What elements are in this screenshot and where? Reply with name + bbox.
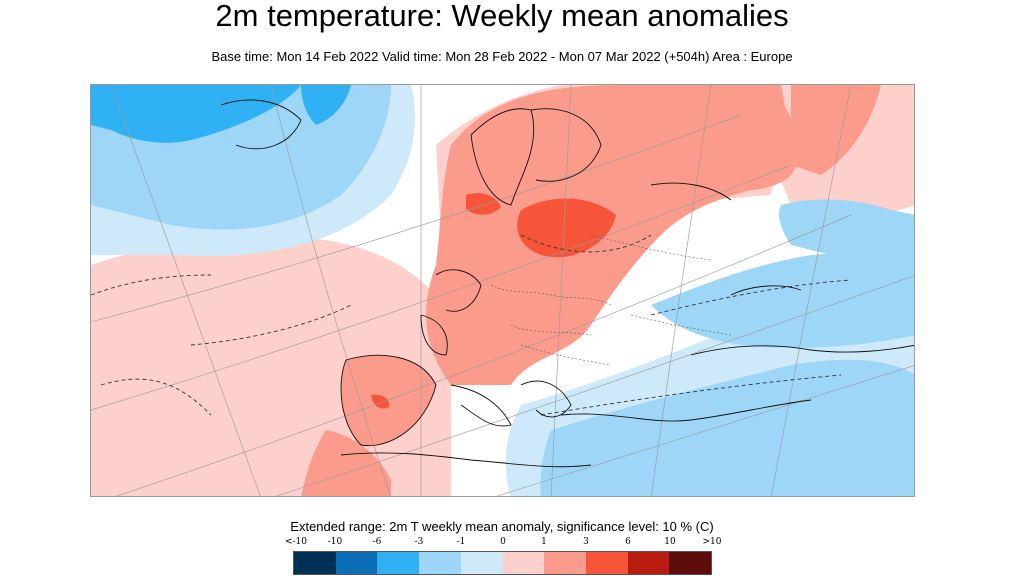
- legend-tick: -3: [414, 537, 424, 547]
- legend-swatch: [419, 552, 461, 574]
- anomaly-area-pos-mid-nafrica: [301, 430, 391, 496]
- legend-swatch: [460, 552, 503, 574]
- significance-contours: [91, 234, 852, 416]
- legend-tick: >10: [702, 537, 722, 547]
- anomaly-area-neg-mid-nafrica: [540, 359, 914, 496]
- coastlines: [220, 99, 914, 468]
- anomaly-area-pos-mid-ne: [791, 85, 881, 175]
- legend-swatch: [294, 552, 336, 574]
- anomaly-area-neg-strong-greenland: [91, 85, 301, 143]
- anomaly-area-pos-mid-iberia: [341, 355, 436, 446]
- legend-swatch: [627, 552, 670, 574]
- legend-tick: 3: [583, 537, 589, 547]
- legend-tick: 6: [625, 537, 631, 547]
- graticule: [91, 85, 914, 496]
- legend-swatch: [585, 552, 628, 574]
- country-borders: [490, 234, 732, 366]
- legend-swatch: [377, 552, 420, 574]
- legend-swatch: [335, 552, 378, 574]
- anomaly-area-pos-strong-russia: [517, 198, 616, 258]
- anomaly-area-neg-mid-caspian: [779, 199, 914, 270]
- legend-tick: -1: [456, 537, 466, 547]
- anomaly-area-neg-mid-turkey: [651, 252, 914, 348]
- anomaly-area-pos-strong-baltic: [466, 193, 501, 215]
- anomaly-map: [90, 84, 915, 497]
- anomaly-area-neg-strong-greenland-2: [301, 85, 351, 125]
- anomaly-area-pos-mid-east: [631, 85, 800, 195]
- legend-tick: 0: [500, 537, 506, 547]
- legend-tick: <-10: [284, 537, 308, 547]
- legend-swatch: [544, 552, 586, 574]
- legend-tick: 10: [664, 537, 676, 547]
- legend-tick: -6: [372, 537, 382, 547]
- legend-tick: 1: [541, 537, 547, 547]
- legend-colorbar: [293, 551, 712, 575]
- page-subtitle: Base time: Mon 14 Feb 2022 Valid time: M…: [211, 49, 793, 64]
- map-canvas: [91, 85, 914, 496]
- legend-swatch: [669, 552, 712, 574]
- page-title: 2m temperature: Weekly mean anomalies: [215, 0, 789, 33]
- legend-swatch: [502, 552, 545, 574]
- legend-ticks: <-10 -10 -6 -3 -1 0 1 3 6 10 >10: [284, 537, 724, 549]
- legend-tick: -10: [327, 537, 343, 547]
- legend-title: Extended range: 2m T weekly mean anomaly…: [290, 519, 714, 534]
